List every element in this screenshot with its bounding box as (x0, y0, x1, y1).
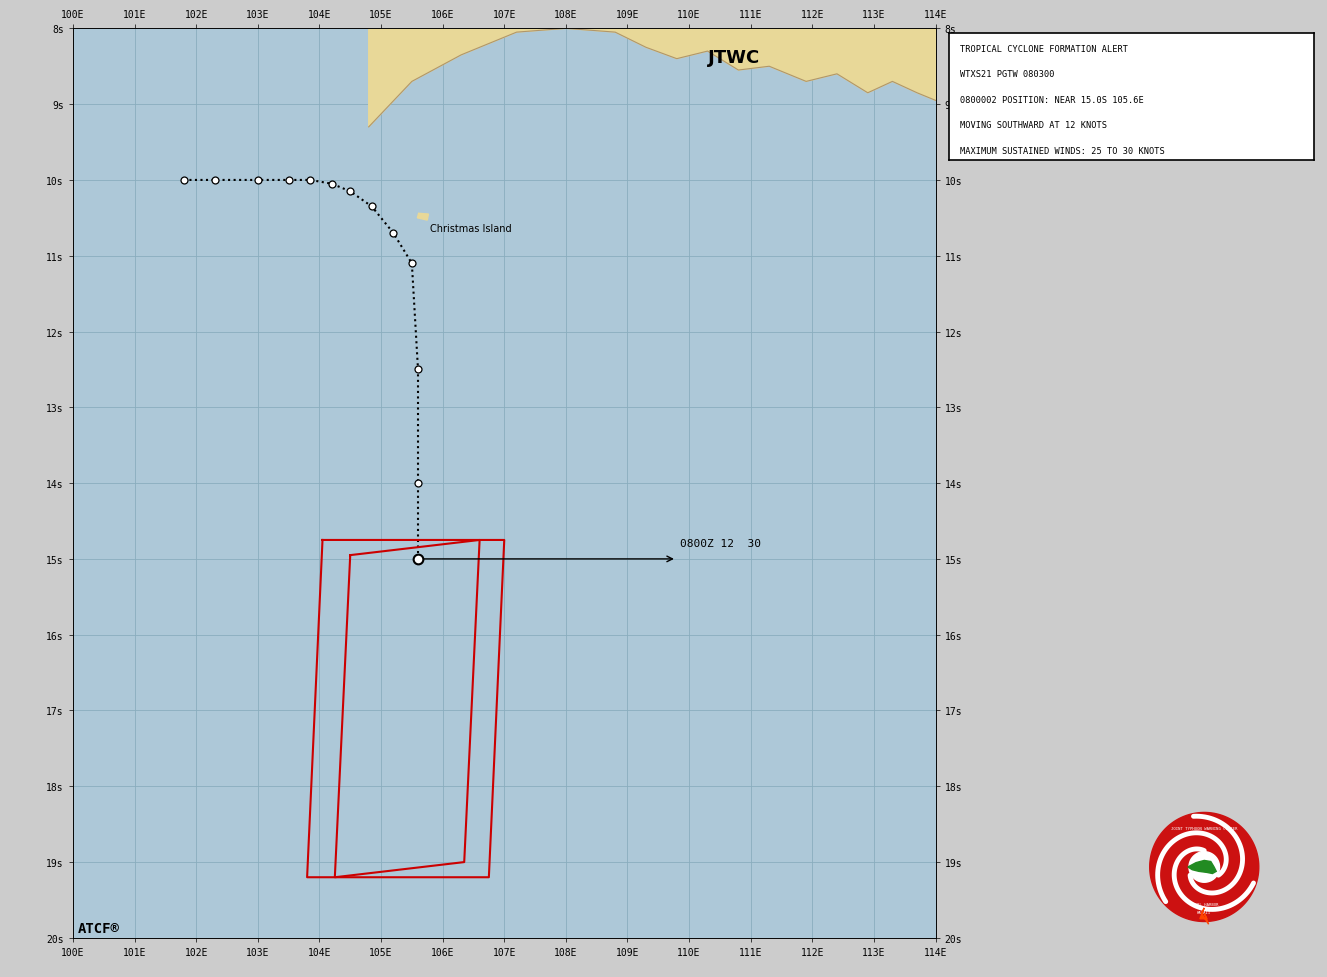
Polygon shape (418, 214, 429, 221)
Text: PEARL HARBOR: PEARL HARBOR (1190, 902, 1218, 906)
Text: HAWAII: HAWAII (1197, 910, 1212, 913)
Polygon shape (1188, 861, 1217, 873)
Text: JOINT TYPHOON WARNING CENTER: JOINT TYPHOON WARNING CENTER (1170, 826, 1238, 829)
Text: ATCF®: ATCF® (78, 921, 119, 935)
Polygon shape (1149, 813, 1259, 921)
Text: TROPICAL CYCLONE FORMATION ALERT: TROPICAL CYCLONE FORMATION ALERT (959, 45, 1128, 54)
Text: JTWC: JTWC (707, 50, 760, 67)
Text: WTXS21 PGTW 080300: WTXS21 PGTW 080300 (959, 70, 1054, 79)
Text: Christmas Island: Christmas Island (430, 225, 511, 234)
Polygon shape (369, 0, 936, 128)
Polygon shape (1189, 852, 1220, 882)
Text: 0800Z 12  30: 0800Z 12 30 (679, 538, 760, 548)
Text: MOVING SOUTHWARD AT 12 KNOTS: MOVING SOUTHWARD AT 12 KNOTS (959, 121, 1107, 130)
Text: 0800002 POSITION: NEAR 15.0S 105.6E: 0800002 POSITION: NEAR 15.0S 105.6E (959, 96, 1144, 105)
Polygon shape (1200, 908, 1209, 924)
Text: MAXIMUM SUSTAINED WINDS: 25 TO 30 KNOTS: MAXIMUM SUSTAINED WINDS: 25 TO 30 KNOTS (959, 147, 1165, 155)
